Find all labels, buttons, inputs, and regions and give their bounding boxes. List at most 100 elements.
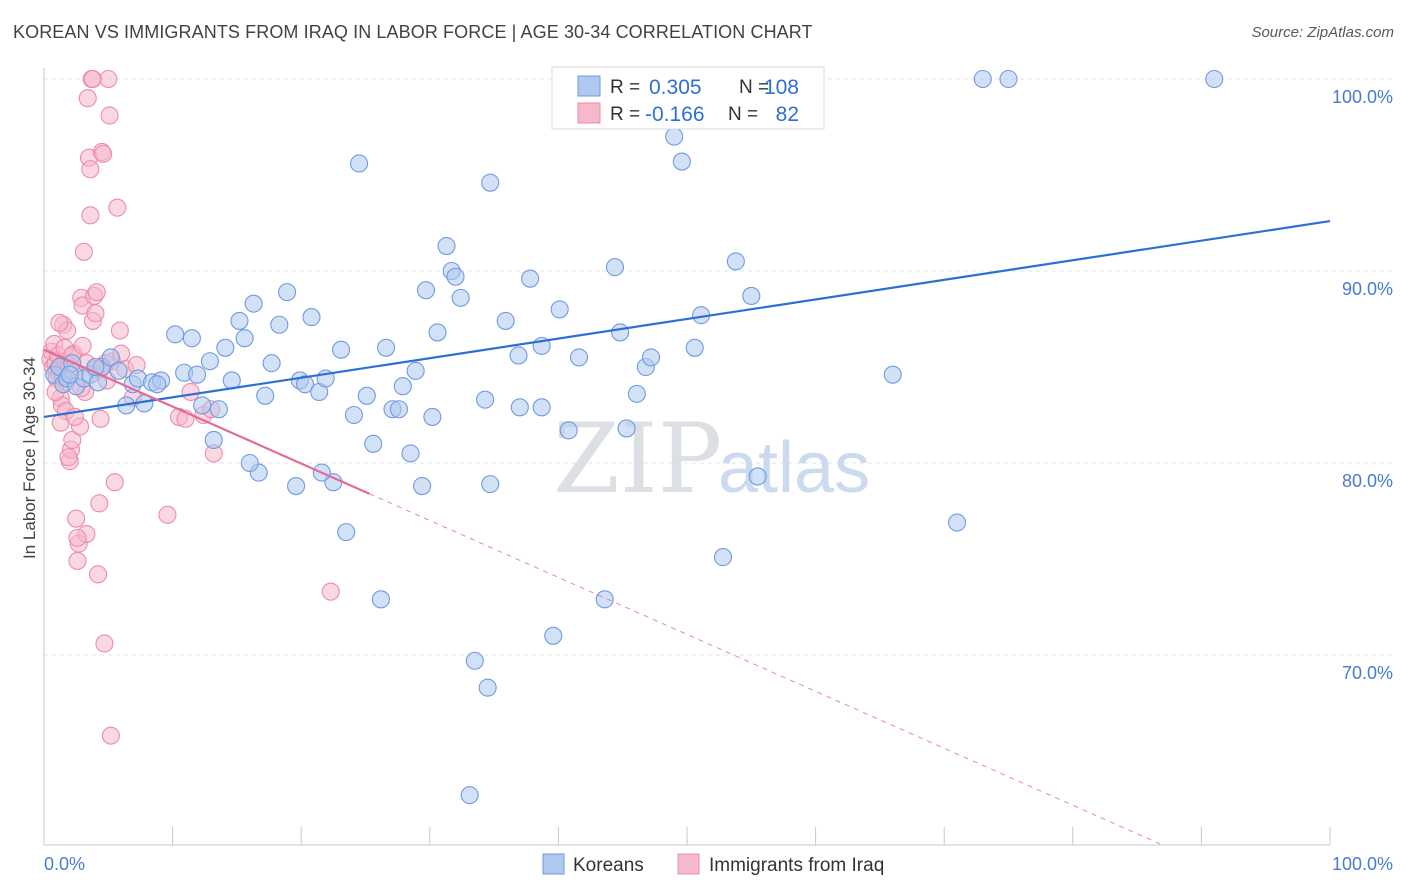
iraq-point-45: [99, 69, 118, 89]
iraq-point-50: [110, 321, 129, 340]
iraq-point-38: [90, 494, 109, 513]
x-tick-label-max: 100.0%: [1332, 854, 1393, 874]
series-legend: Koreans Immigrants from Iraq: [542, 853, 884, 876]
korean-point-85: [641, 348, 661, 367]
korean-point-81: [611, 323, 630, 342]
korean-point-93: [742, 286, 761, 306]
bottom-legend-swatch-iraq: [677, 853, 700, 875]
korean-point-104: [187, 365, 207, 384]
legend-n-label-koreans: N =: [739, 77, 769, 98]
trend-line-iraq-extension: [369, 493, 1164, 846]
iraq-point-78: [68, 528, 87, 547]
y-tick-label-90: 90.0%: [1342, 279, 1393, 299]
iraq-point-55: [181, 382, 200, 402]
korean-point-71: [521, 269, 540, 288]
legend-n-value-koreans: 108: [764, 76, 799, 99]
korean-point-51: [393, 377, 412, 396]
korean-point-22: [200, 352, 219, 371]
iraq-point-17: [63, 430, 82, 450]
legend-swatch-koreans: [577, 75, 601, 97]
korean-point-68: [496, 311, 515, 330]
iraq-point-59: [321, 582, 340, 601]
x-tick-label-min: 0.0%: [44, 854, 85, 874]
trend-line-iraq: [43, 348, 370, 495]
korean-point-10: [101, 348, 120, 367]
korean-point-42: [337, 523, 356, 542]
legend-swatch-iraq: [577, 102, 601, 124]
korean-point-45: [357, 386, 376, 405]
y-axis-title: In Labor Force | Age 30-34: [20, 357, 39, 559]
korean-point-91: [713, 548, 733, 567]
y-tick-label-70: 70.0%: [1342, 663, 1393, 683]
korean-point-28: [244, 294, 263, 313]
korean-point-27: [235, 329, 254, 348]
korean-point-33: [278, 283, 297, 302]
iraq-point-77: [59, 448, 78, 467]
korean-point-96: [883, 365, 902, 384]
korean-point-89: [685, 338, 704, 357]
grid-lines: [44, 78, 1395, 656]
legend-r-value-koreans: 0.305: [649, 76, 702, 99]
iraq-point-39: [91, 409, 110, 428]
korean-point-92: [726, 252, 745, 271]
iraq-point-20: [67, 509, 86, 528]
korean-point-66: [481, 475, 500, 494]
iraq-point-71: [73, 336, 92, 355]
korean-point-44: [350, 154, 369, 173]
iraq-point-31: [81, 160, 100, 179]
legend-r-value-iraq: -0.166: [645, 103, 705, 126]
korean-point-31: [262, 354, 281, 373]
iraq-point-60: [101, 726, 120, 745]
korean-point-41: [332, 340, 351, 359]
korean-point-37: [302, 308, 321, 327]
korean-point-48: [377, 338, 396, 357]
korean-point-67: [478, 678, 497, 697]
korean-point-73: [532, 398, 551, 417]
korean-point-21: [193, 396, 212, 415]
bottom-legend-label-iraq: Immigrants from Iraq: [709, 855, 884, 876]
korean-point-56: [423, 407, 442, 426]
korean-point-69: [509, 346, 528, 365]
korean-point-53: [406, 361, 425, 380]
korean-point-26: [230, 311, 249, 330]
iraq-point-26: [74, 242, 93, 261]
korean-point-94: [748, 467, 767, 486]
chart-source: Source: ZipAtlas.com: [1251, 24, 1394, 41]
korean-point-63: [465, 651, 484, 670]
iraq-point-36: [87, 283, 106, 302]
iraq-point-35: [86, 304, 105, 323]
korean-point-23: [204, 430, 223, 450]
korean-point-36: [296, 375, 315, 394]
series-koreans-points: [45, 69, 1224, 805]
korean-point-62: [460, 786, 479, 805]
korean-point-105: [209, 400, 228, 419]
watermark: ZIP atlas: [553, 403, 870, 515]
korean-point-103: [148, 375, 167, 394]
korean-point-98: [973, 69, 992, 89]
iraq-point-21: [68, 551, 87, 570]
korean-point-101: [60, 365, 79, 384]
korean-point-97: [948, 513, 967, 532]
korean-point-52: [401, 444, 420, 463]
korean-point-60: [446, 267, 465, 286]
legend-n-label-iraq: N =: [728, 104, 758, 125]
korean-point-76: [559, 421, 578, 440]
iraq-point-53: [158, 505, 177, 524]
korean-point-99: [999, 69, 1018, 89]
iraq-point-48: [105, 473, 124, 492]
korean-point-61: [451, 288, 470, 307]
korean-point-24: [216, 338, 235, 357]
korean-point-100: [1205, 69, 1224, 89]
korean-point-80: [605, 258, 625, 277]
bottom-legend-label-koreans: Koreans: [573, 855, 644, 876]
korean-point-65: [481, 173, 500, 192]
legend-r-label-koreans: R =: [610, 77, 640, 98]
legend-n-value-iraq: 82: [776, 103, 799, 126]
iraq-point-75: [50, 313, 69, 332]
iraq-point-65: [81, 206, 100, 225]
korean-point-46: [364, 434, 383, 453]
korean-point-88: [672, 152, 691, 171]
korean-point-18: [166, 325, 185, 344]
bottom-legend-swatch-koreans: [542, 853, 565, 875]
